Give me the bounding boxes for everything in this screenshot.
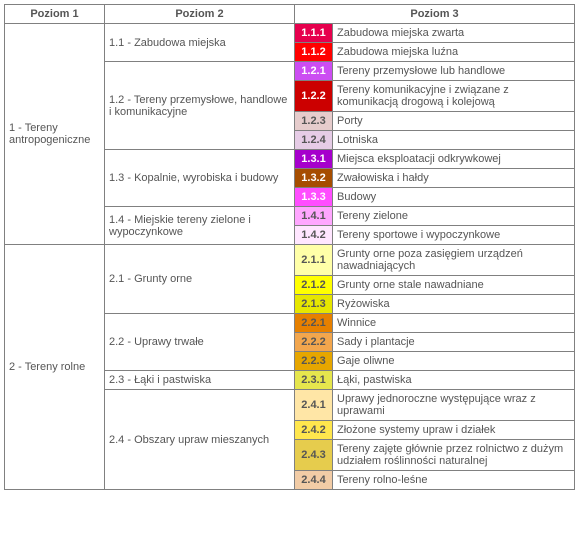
l1-cell: 2 - Tereny rolne — [5, 245, 105, 490]
code-cell: 1.3.3 — [295, 188, 333, 207]
code-cell: 1.4.1 — [295, 207, 333, 226]
label-cell: Zabudowa miejska luźna — [333, 43, 575, 62]
label-cell: Gaje oliwne — [333, 352, 575, 371]
label-cell: Miejsca eksploatacji odkrywkowej — [333, 150, 575, 169]
label-cell: Tereny komunikacyjne i związane z komuni… — [333, 81, 575, 112]
label-cell: Zwałowiska i hałdy — [333, 169, 575, 188]
header-row: Poziom 1 Poziom 2 Poziom 3 — [5, 5, 575, 24]
l2-cell: 1.2 - Tereny przemysłowe, handlowe i kom… — [105, 62, 295, 150]
l2-cell: 1.3 - Kopalnie, wyrobiska i budowy — [105, 150, 295, 207]
label-cell: Porty — [333, 112, 575, 131]
label-cell: Tereny sportowe i wypoczynkowe — [333, 226, 575, 245]
code-cell: 2.1.1 — [295, 245, 333, 276]
code-cell: 2.2.2 — [295, 333, 333, 352]
label-cell: Winnice — [333, 314, 575, 333]
code-cell: 2.4.4 — [295, 471, 333, 490]
code-cell: 1.2.2 — [295, 81, 333, 112]
code-cell: 2.4.3 — [295, 440, 333, 471]
label-cell: Tereny zielone — [333, 207, 575, 226]
header-l2: Poziom 2 — [105, 5, 295, 24]
code-cell: 2.1.2 — [295, 276, 333, 295]
code-cell: 1.1.1 — [295, 24, 333, 43]
l2-cell: 2.4 - Obszary upraw mieszanych — [105, 390, 295, 490]
label-cell: Uprawy jednoroczne występujące wraz z up… — [333, 390, 575, 421]
code-cell: 1.2.4 — [295, 131, 333, 150]
code-cell: 1.2.3 — [295, 112, 333, 131]
label-cell: Tereny zajęte głównie przez rolnictwo z … — [333, 440, 575, 471]
l1-cell: 1 - Tereny antropogeniczne — [5, 24, 105, 245]
l2-cell: 1.1 - Zabudowa miejska — [105, 24, 295, 62]
label-cell: Grunty orne poza zasięgiem urządzeń nawa… — [333, 245, 575, 276]
l2-cell: 1.4 - Miejskie tereny zielone i wypoczyn… — [105, 207, 295, 245]
label-cell: Ryżowiska — [333, 295, 575, 314]
code-cell: 1.3.2 — [295, 169, 333, 188]
code-cell: 2.3.1 — [295, 371, 333, 390]
code-cell: 1.1.2 — [295, 43, 333, 62]
code-cell: 1.2.1 — [295, 62, 333, 81]
header-l3: Poziom 3 — [295, 5, 575, 24]
label-cell: Zabudowa miejska zwarta — [333, 24, 575, 43]
label-cell: Grunty orne stale nawadniane — [333, 276, 575, 295]
classification-table: Poziom 1 Poziom 2 Poziom 3 1 - Tereny an… — [4, 4, 575, 490]
label-cell: Złożone systemy upraw i działek — [333, 421, 575, 440]
code-cell: 2.4.1 — [295, 390, 333, 421]
code-cell: 1.3.1 — [295, 150, 333, 169]
l2-cell: 2.2 - Uprawy trwałe — [105, 314, 295, 371]
label-cell: Lotniska — [333, 131, 575, 150]
code-cell: 2.1.3 — [295, 295, 333, 314]
label-cell: Łąki, pastwiska — [333, 371, 575, 390]
label-cell: Sady i plantacje — [333, 333, 575, 352]
label-cell: Tereny przemysłowe lub handlowe — [333, 62, 575, 81]
label-cell: Budowy — [333, 188, 575, 207]
header-l1: Poziom 1 — [5, 5, 105, 24]
code-cell: 2.2.3 — [295, 352, 333, 371]
code-cell: 1.4.2 — [295, 226, 333, 245]
label-cell: Tereny rolno-leśne — [333, 471, 575, 490]
l2-cell: 2.1 - Grunty orne — [105, 245, 295, 314]
code-cell: 2.4.2 — [295, 421, 333, 440]
code-cell: 2.2.1 — [295, 314, 333, 333]
l2-cell: 2.3 - Łąki i pastwiska — [105, 371, 295, 390]
